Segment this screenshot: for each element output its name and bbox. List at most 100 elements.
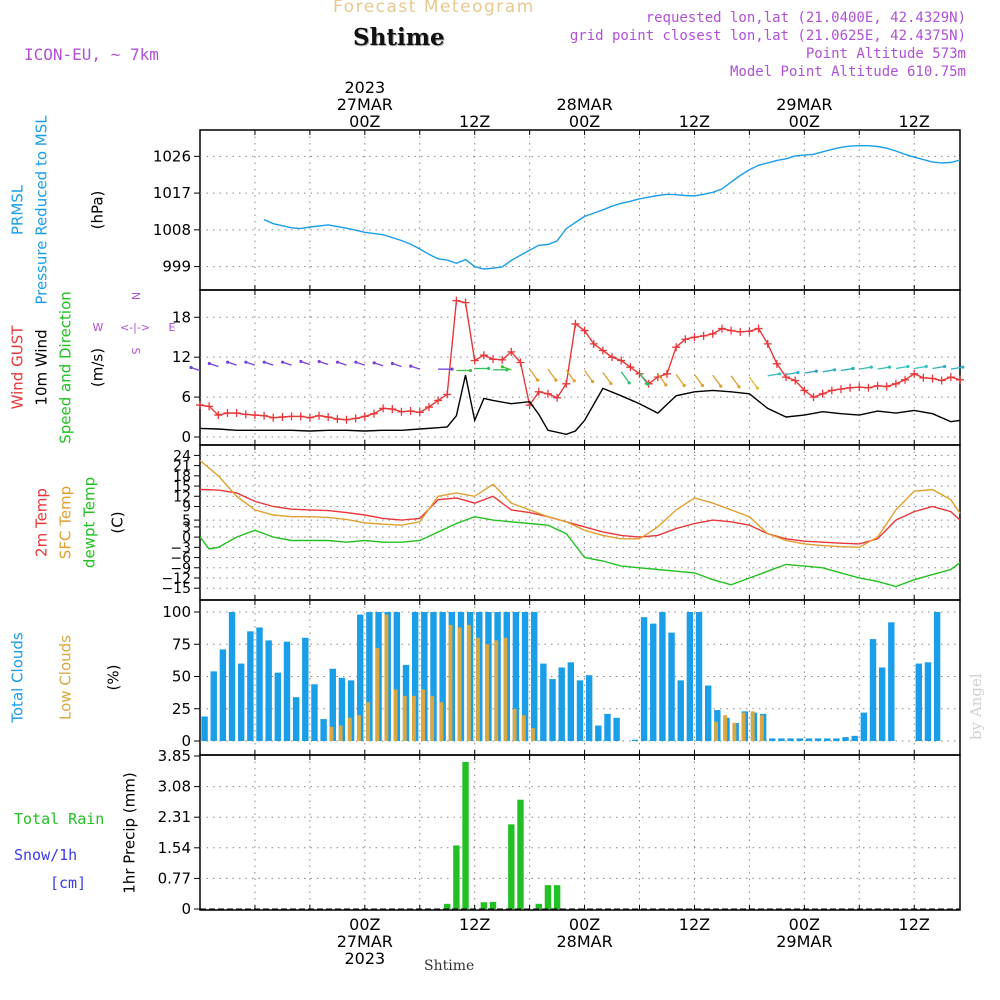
bottom-time-label: 12Z: [679, 915, 710, 934]
cloud-total-bar: [577, 680, 583, 741]
gust-marker: [407, 407, 415, 415]
cloud-low-bar: [449, 625, 453, 741]
y-tick-label: 3.08: [158, 778, 191, 796]
cloud-total-bar: [540, 664, 546, 741]
gust-marker: [700, 332, 708, 340]
cloud-low-bar: [742, 713, 746, 741]
precip-bar: [462, 762, 468, 909]
gust-marker: [315, 412, 323, 420]
panel-label: 10m Wind: [33, 329, 51, 405]
wind-arrow: [878, 367, 890, 369]
cloud-total-bar: [220, 649, 226, 741]
wind-arrow: [548, 369, 556, 380]
wind-arrow-head: [833, 368, 836, 371]
wind-arrow: [951, 367, 963, 369]
cloud-total-bar: [311, 684, 317, 741]
cloud-low-bar: [421, 689, 425, 741]
cloud-low-bar: [430, 696, 434, 741]
gust-marker: [745, 327, 753, 335]
cloud-total-bar: [211, 671, 217, 741]
cloud-total-bar: [275, 673, 281, 741]
wind-speed-line: [200, 375, 960, 434]
panel-label: 2m Temp: [33, 488, 51, 557]
wind-arrow-head: [208, 362, 211, 365]
panel-frame: [200, 290, 960, 445]
cloud-total-bar: [595, 726, 601, 741]
wind-arrow: [713, 375, 721, 386]
cloud-total-bar: [678, 680, 684, 741]
gust-marker: [727, 327, 735, 335]
wind-arrow-head: [701, 384, 704, 387]
precip-label-rain: Total Rain: [14, 810, 104, 828]
wind-arrow: [859, 367, 871, 369]
cloud-total-bar: [549, 679, 555, 741]
gust-line: [200, 301, 960, 420]
precip-bar: [453, 845, 459, 909]
y-tick-label: 0: [181, 428, 191, 446]
model-label: ICON-EU, ~ 7km: [24, 45, 159, 64]
y-tick-label: 50: [172, 668, 191, 686]
gust-marker: [269, 414, 277, 422]
gust-marker: [306, 414, 314, 422]
wind-arrow-head: [906, 365, 909, 368]
gust-marker: [397, 408, 405, 416]
wind-arrow: [804, 371, 816, 373]
wind-arrow-head: [719, 385, 722, 388]
wind-arrow-head: [683, 384, 686, 387]
cloud-total-bar: [604, 714, 610, 741]
gust-marker: [837, 385, 845, 393]
compass-arrows: <-|->: [120, 321, 150, 334]
wind-arrow-head: [450, 368, 453, 371]
cloud-low-bar: [339, 726, 343, 741]
wind-arrow-head: [961, 366, 964, 369]
point-altitude: Point Altitude 573m: [806, 46, 966, 62]
gust-marker: [929, 374, 937, 382]
top-time-label: 12Z: [899, 112, 930, 131]
gust-marker: [352, 414, 360, 422]
gust-marker: [489, 355, 497, 363]
gust-marker: [242, 410, 250, 418]
wind-arrow-head: [778, 372, 781, 375]
watermark: by Angel: [967, 673, 985, 740]
gust-marker: [709, 330, 717, 338]
gust-marker: [892, 380, 900, 388]
cloud-total-bar: [705, 686, 711, 741]
wind-arrow-head: [851, 367, 854, 370]
panel-label: Speed and Direction: [57, 291, 75, 444]
precip-label-snow: Snow/1h: [14, 846, 77, 864]
cloud-total-bar: [302, 638, 308, 741]
wind-arrow-head: [554, 379, 557, 382]
cloud-total-bar: [925, 662, 931, 741]
product-title: Forecast Meteogram: [333, 0, 535, 17]
wind-arrow: [823, 370, 835, 372]
gust-marker: [535, 388, 543, 396]
gust-marker: [297, 412, 305, 420]
cloud-low-bar: [458, 627, 462, 741]
wind-arrow: [841, 368, 853, 370]
wind-arrow-head: [646, 383, 649, 386]
gust-marker: [919, 374, 927, 382]
y-tick-label: 75: [172, 635, 191, 653]
cloud-total-bar: [320, 719, 326, 741]
wind-arrow-head: [756, 387, 759, 390]
cloud-total-bar: [861, 713, 867, 741]
gust-marker: [343, 416, 351, 424]
wind-arrow: [530, 369, 538, 380]
wind-arrow-head: [628, 381, 631, 384]
model-altitude: Model Point Altitude 610.75m: [730, 64, 966, 80]
panel-label: (C): [109, 511, 127, 533]
gust-marker: [764, 340, 772, 348]
panel-frame: [200, 445, 960, 600]
cloud-total-bar: [247, 631, 253, 741]
cloud-total-bar: [558, 667, 564, 741]
wind-arrow-head: [943, 365, 946, 368]
gridpoint-coords: grid point closest lon,lat (21.0625E, 42…: [570, 28, 966, 44]
cloud-low-bar: [403, 696, 407, 741]
precip-bar: [444, 904, 450, 909]
gust-marker: [233, 409, 241, 417]
gust-marker: [947, 373, 955, 381]
pressure-line: [264, 146, 960, 269]
gust-marker: [471, 357, 479, 365]
gust-marker: [690, 333, 698, 341]
